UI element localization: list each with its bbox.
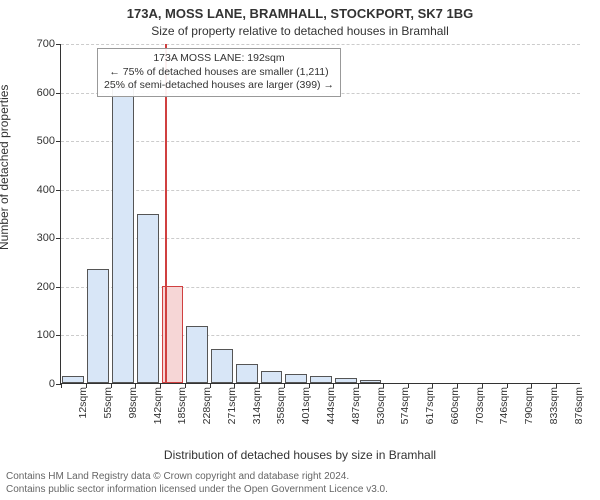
annotation-box: 173A MOSS LANE: 192sqm← 75% of detached … — [97, 48, 341, 97]
x-tick-label: 703sqm — [474, 383, 486, 424]
histogram-bar — [186, 326, 208, 383]
x-tick-label: 12sqm — [77, 383, 89, 419]
x-tick-mark — [482, 383, 483, 388]
x-tick-mark — [135, 383, 136, 388]
x-tick-label: 271sqm — [226, 383, 238, 424]
x-tick-label: 444sqm — [325, 383, 337, 424]
x-tick-mark — [210, 383, 211, 388]
footer-attribution: Contains HM Land Registry data © Crown c… — [6, 471, 388, 496]
x-tick-label: 228sqm — [201, 383, 213, 424]
y-tick-mark — [56, 238, 61, 239]
x-tick-label: 790sqm — [523, 383, 535, 424]
x-tick-label: 314sqm — [251, 383, 263, 424]
x-tick-mark — [383, 383, 384, 388]
histogram-bar — [261, 371, 283, 383]
y-tick-mark — [56, 335, 61, 336]
histogram-bar — [137, 214, 159, 383]
x-tick-mark — [309, 383, 310, 388]
y-tick-mark — [56, 141, 61, 142]
y-tick-mark — [56, 287, 61, 288]
x-tick-mark — [457, 383, 458, 388]
x-tick-label: 98sqm — [127, 383, 139, 419]
x-tick-mark — [234, 383, 235, 388]
x-tick-mark — [531, 383, 532, 388]
x-tick-mark — [160, 383, 161, 388]
x-tick-label: 574sqm — [399, 383, 411, 424]
grid-line — [61, 190, 580, 191]
x-tick-label: 185sqm — [176, 383, 188, 424]
chart-title-sub: Size of property relative to detached ho… — [0, 24, 600, 38]
x-tick-mark — [86, 383, 87, 388]
x-tick-mark — [111, 383, 112, 388]
x-tick-label: 617sqm — [424, 383, 436, 424]
x-tick-label: 358sqm — [275, 383, 287, 424]
y-axis-label: Number of detached properties — [0, 85, 11, 250]
x-tick-mark — [432, 383, 433, 388]
x-tick-label: 746sqm — [498, 383, 510, 424]
chart-title-main: 173A, MOSS LANE, BRAMHALL, STOCKPORT, SK… — [0, 6, 600, 21]
x-tick-label: 876sqm — [573, 383, 585, 424]
x-tick-mark — [61, 383, 62, 388]
chart-plot-area: 010020030040050060070012sqm55sqm98sqm142… — [60, 44, 580, 384]
x-axis-label: Distribution of detached houses by size … — [0, 448, 600, 462]
x-tick-mark — [284, 383, 285, 388]
x-tick-label: 487sqm — [350, 383, 362, 424]
histogram-bar — [236, 364, 258, 383]
grid-line — [61, 44, 580, 45]
y-tick-mark — [56, 44, 61, 45]
y-tick-mark — [56, 190, 61, 191]
x-tick-label: 401sqm — [300, 383, 312, 424]
x-tick-label: 833sqm — [548, 383, 560, 424]
x-tick-mark — [556, 383, 557, 388]
histogram-bar — [87, 269, 109, 383]
histogram-bar — [62, 376, 84, 383]
annotation-line: 173A MOSS LANE: 192sqm — [104, 52, 334, 66]
x-tick-mark — [507, 383, 508, 388]
x-tick-mark — [408, 383, 409, 388]
histogram-bar — [285, 374, 307, 383]
x-tick-label: 530sqm — [375, 383, 387, 424]
histogram-bar — [211, 349, 233, 383]
x-tick-mark — [358, 383, 359, 388]
x-tick-label: 142sqm — [152, 383, 164, 424]
x-tick-mark — [333, 383, 334, 388]
x-tick-label: 55sqm — [102, 383, 114, 419]
footer-line-1: Contains HM Land Registry data © Crown c… — [6, 471, 388, 484]
annotation-line: 25% of semi-detached houses are larger (… — [104, 79, 334, 93]
annotation-line: ← 75% of detached houses are smaller (1,… — [104, 66, 334, 80]
y-tick-mark — [56, 93, 61, 94]
histogram-bar — [310, 376, 332, 383]
x-tick-mark — [185, 383, 186, 388]
histogram-bar — [112, 87, 134, 383]
grid-line — [61, 141, 580, 142]
x-tick-mark — [259, 383, 260, 388]
x-tick-label: 660sqm — [449, 383, 461, 424]
footer-line-2: Contains public sector information licen… — [6, 484, 388, 497]
